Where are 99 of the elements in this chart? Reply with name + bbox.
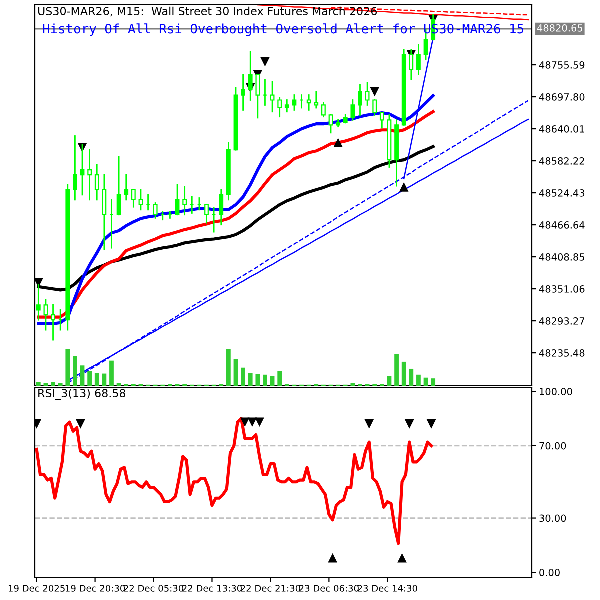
candlestick [284, 100, 290, 113]
y-tick-label: 0.00 [540, 569, 560, 576]
bar [80, 366, 85, 386]
y-tick-label: 100.00 [540, 388, 572, 396]
candlestick [306, 94, 312, 111]
bar [36, 382, 41, 386]
x-tick-label: 19 Dec 20:30 [66, 585, 126, 592]
y-tick-label: 48640.01 [539, 126, 584, 133]
point [398, 553, 407, 563]
candlestick [416, 44, 421, 76]
bar [102, 374, 107, 386]
y-tick-label: 48582.22 [539, 158, 584, 165]
candlestick [350, 100, 356, 121]
candlestick [278, 97, 282, 118]
candlestick [182, 186, 188, 216]
candlestick [372, 100, 378, 116]
bar [234, 358, 238, 386]
bar [88, 371, 92, 386]
y-tick-label: 48466.64 [539, 222, 585, 229]
point [260, 57, 270, 67]
bar [58, 383, 63, 386]
y-tick-label: 48351.06 [539, 286, 585, 293]
y-tick-label: 70.00 [540, 442, 566, 450]
bar [409, 368, 414, 386]
candlestick [314, 91, 319, 109]
chart-title: RSI_3(13) 68.58 [38, 388, 126, 400]
candlestick [175, 184, 180, 216]
candlestick [36, 284, 41, 321]
bar [51, 382, 56, 386]
bar [278, 371, 282, 386]
candlestick [124, 174, 129, 201]
candlestick [358, 84, 362, 116]
x-tick-label: 22 Dec 21:30 [241, 585, 300, 592]
candlestick [131, 189, 136, 208]
candlestick [51, 304, 56, 341]
y-tick-label: 48293.27 [539, 318, 585, 325]
candlestick [116, 156, 122, 216]
y-tick-label: 30.00 [540, 514, 566, 522]
bar [431, 378, 436, 386]
candlestick [365, 82, 370, 106]
candlestick [256, 74, 260, 119]
y-tick-label: 48755.59 [539, 62, 585, 69]
point [255, 418, 264, 428]
bar [256, 374, 260, 386]
candlestick [138, 189, 144, 211]
y-tick-label: 48697.80 [539, 94, 585, 101]
candlestick [88, 149, 92, 201]
ref-line-label: 48820.65 [537, 24, 583, 32]
y-tick-label: 48408.85 [539, 254, 584, 261]
candlestick [204, 204, 209, 224]
y-tick-label: 48235.48 [539, 350, 585, 357]
bar [263, 374, 268, 386]
point [334, 138, 343, 148]
x-tick-label: 22 Dec 13:30 [182, 585, 242, 592]
bar [66, 349, 70, 386]
point [76, 420, 86, 429]
bar [241, 368, 246, 386]
candlestick [44, 299, 48, 331]
point [364, 420, 374, 429]
candlestick [322, 102, 326, 118]
bar [416, 374, 421, 386]
x-tick-label: 23 Dec 14:30 [358, 585, 418, 592]
bar [394, 354, 399, 386]
point [426, 420, 436, 429]
bar [73, 356, 78, 386]
candlestick [409, 49, 414, 80]
candlestick [270, 81, 275, 113]
x-tick-label: 22 Dec 05:30 [124, 585, 184, 592]
y-tick-label: 48524.43 [539, 190, 585, 197]
point [370, 87, 380, 97]
point [404, 420, 414, 429]
point [248, 418, 258, 428]
candlestick [248, 51, 253, 101]
point [240, 418, 250, 428]
point [399, 182, 409, 192]
bar [387, 376, 392, 386]
x-tick-label: 23 Dec 06:30 [299, 585, 359, 592]
candlestick [94, 164, 100, 201]
candlestick [73, 136, 78, 201]
line-series [35, 417, 434, 546]
bar [226, 349, 231, 386]
candlestick [328, 114, 334, 134]
candlestick [153, 202, 158, 219]
bar [44, 383, 48, 386]
bar [116, 383, 122, 386]
bar [94, 373, 100, 386]
candlestick [380, 112, 384, 129]
bar [248, 373, 253, 386]
point [328, 553, 338, 563]
bar [424, 378, 428, 386]
bar [270, 376, 275, 386]
bar [402, 362, 406, 386]
candlestick [219, 189, 224, 226]
bar [350, 383, 356, 386]
candlestick [292, 94, 297, 111]
x-tick-label: 19 Dec 2025 [8, 585, 65, 592]
candlestick [241, 74, 246, 111]
candlestick [80, 144, 85, 196]
bar [110, 360, 114, 386]
